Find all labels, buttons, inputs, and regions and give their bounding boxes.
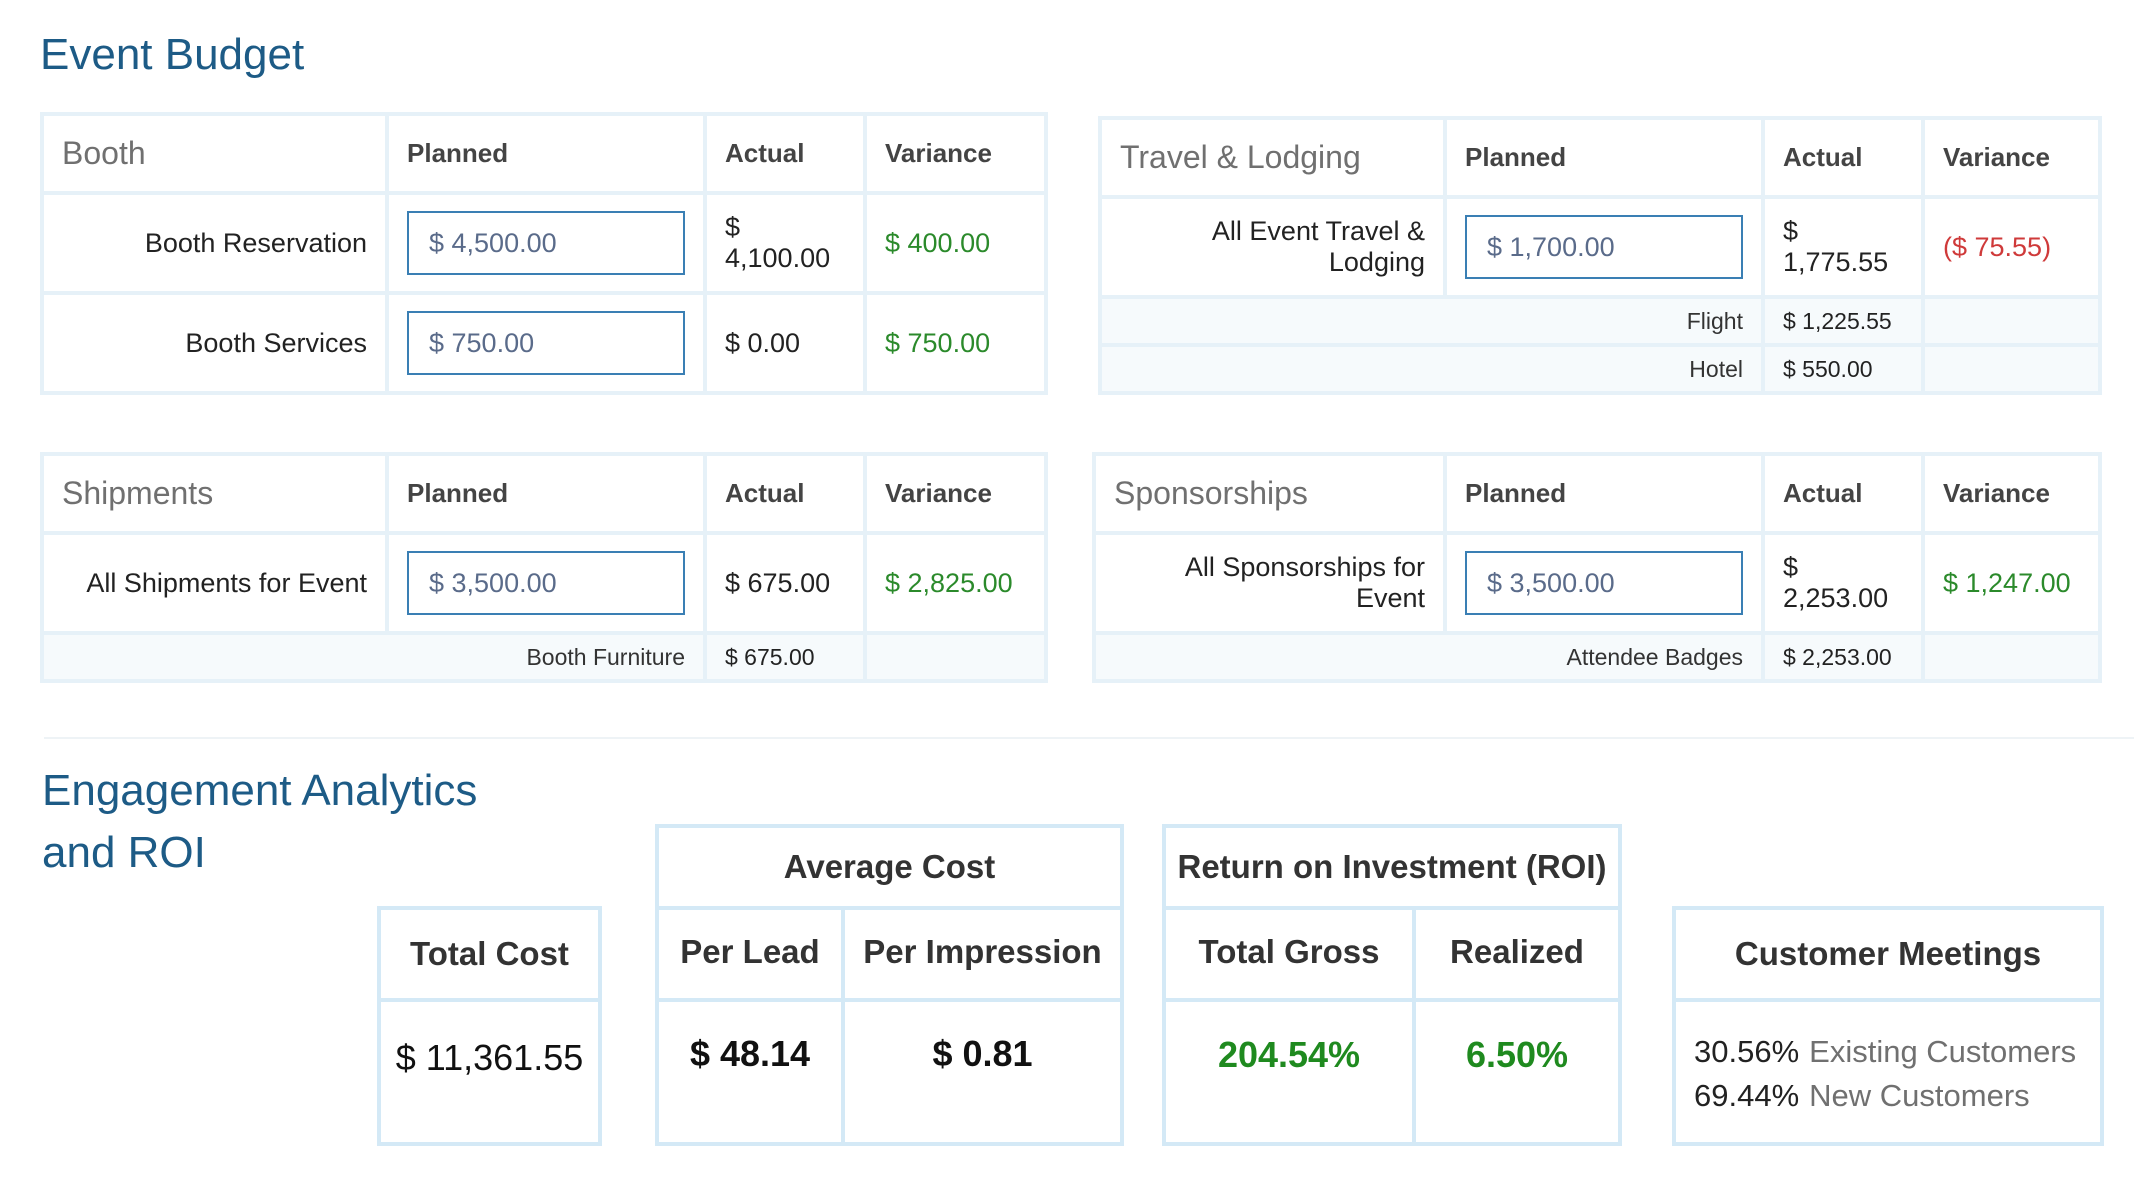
planned-input[interactable]: $ 4,500.00 (407, 211, 685, 275)
variance-value: $ 2,825.00 (863, 531, 1048, 635)
actual-value: $ 675.00 (703, 531, 867, 635)
travel-table: Travel & Lodging Planned Actual Variance… (1098, 116, 2102, 395)
table-row: All Sponsorships for Event $ 3,500.00 $ … (1092, 531, 2102, 635)
row-label: All Event Travel & Lodging (1098, 195, 1447, 299)
total-cost-card: Total Cost $ 11,361.55 (377, 906, 602, 1146)
analytics-title-line2: and ROI (42, 828, 206, 877)
table-row: All Event Travel & Lodging $ 1,700.00 $ … (1098, 195, 2102, 299)
sub-actual-value: $ 550.00 (1761, 343, 1925, 395)
travel-label: Travel & Lodging (1098, 116, 1447, 199)
new-customers-label: New Customers (1809, 1078, 2030, 1113)
actual-value: $ 1,775.55 (1761, 195, 1925, 299)
customer-meetings-label: Customer Meetings (1676, 910, 2100, 1002)
variance-header: Variance (863, 452, 1048, 535)
actual-value: $ 4,100.00 (703, 191, 867, 295)
planned-header: Planned (1443, 116, 1765, 199)
row-label: All Shipments for Event (40, 531, 389, 635)
shipments-label: Shipments (40, 452, 389, 535)
new-customers-line: 69.44% New Customers (1694, 1074, 2100, 1118)
sub-row: Booth Furniture $ 675.00 (40, 631, 1048, 683)
planned-header: Planned (385, 452, 707, 535)
planned-input[interactable]: $ 3,500.00 (407, 551, 685, 615)
event-budget-title: Event Budget (40, 30, 305, 79)
actual-header: Actual (703, 112, 867, 195)
actual-header: Actual (1761, 452, 1925, 535)
actual-value: $ 0.00 (703, 291, 867, 395)
realized-label: Realized (1412, 910, 1618, 998)
sub-actual-value: $ 2,253.00 (1761, 631, 1925, 683)
total-gross-value: 204.54% (1217, 1034, 1361, 1075)
sub-label: Attendee Badges (1092, 631, 1765, 683)
per-lead-label: Per Lead (680, 933, 820, 970)
variance-value: $ 750.00 (863, 291, 1048, 395)
actual-header: Actual (1761, 116, 1925, 199)
sub-row: Hotel $ 550.00 (1098, 343, 2102, 395)
variance-header: Variance (1921, 116, 2102, 199)
realized-value: 6.50% (1412, 1002, 1618, 1146)
analytics-title: Engagement Analytics and ROI (42, 760, 477, 884)
sub-label: Hotel (1098, 343, 1765, 395)
variance-value: $ 400.00 (863, 191, 1048, 295)
per-impression-value: $ 0.81 (841, 1002, 1120, 1146)
sponsorships-label: Sponsorships (1092, 452, 1447, 535)
sub-row: Flight $ 1,225.55 (1098, 295, 2102, 347)
existing-customers-label: Existing Customers (1809, 1034, 2077, 1069)
sub-label: Flight (1098, 295, 1765, 347)
planned-input[interactable]: $ 750.00 (407, 311, 685, 375)
variance-header: Variance (863, 112, 1048, 195)
planned-input[interactable]: $ 3,500.00 (1465, 551, 1743, 615)
section-divider (44, 737, 2134, 739)
roi-label: Return on Investment (ROI) (1166, 828, 1618, 910)
variance-value: ($ 75.55) (1921, 195, 2102, 299)
planned-header: Planned (385, 112, 707, 195)
per-impression-label: Per Impression (841, 910, 1120, 998)
variance-header: Variance (1921, 452, 2102, 535)
average-cost-card: Average Cost Per Lead Per Impression $ 4… (655, 824, 1124, 1146)
existing-customers-pct: 30.56% (1694, 1034, 1800, 1069)
planned-input[interactable]: $ 1,700.00 (1465, 215, 1743, 279)
shipments-table: Shipments Planned Actual Variance All Sh… (40, 452, 1048, 683)
sponsorships-table: Sponsorships Planned Actual Variance All… (1092, 452, 2102, 683)
new-customers-pct: 69.44% (1694, 1078, 1800, 1113)
existing-customers-line: 30.56% Existing Customers (1694, 1030, 2100, 1074)
per-lead-value: $ 48.14 (689, 1033, 811, 1074)
average-cost-label: Average Cost (659, 828, 1120, 910)
table-row: All Shipments for Event $ 3,500.00 $ 675… (40, 531, 1048, 635)
table-row: Booth Services $ 750.00 $ 0.00 $ 750.00 (40, 291, 1048, 395)
sub-label: Booth Furniture (40, 631, 707, 683)
row-label: All Sponsorships for Event (1092, 531, 1447, 635)
sub-actual-value: $ 1,225.55 (1761, 295, 1925, 347)
analytics-title-line1: Engagement Analytics (42, 766, 478, 815)
booth-table: Booth Planned Actual Variance Booth Rese… (40, 112, 1048, 395)
customer-meetings-card: Customer Meetings 30.56% Existing Custome… (1672, 906, 2104, 1146)
variance-value: $ 1,247.00 (1921, 531, 2102, 635)
row-label: Booth Reservation (40, 191, 389, 295)
sub-row: Attendee Badges $ 2,253.00 (1092, 631, 2102, 683)
total-cost-value: $ 11,361.55 (395, 1037, 584, 1078)
sub-actual-value: $ 675.00 (703, 631, 867, 683)
actual-value: $ 2,253.00 (1761, 531, 1925, 635)
table-row: Booth Reservation $ 4,500.00 $ 4,100.00 … (40, 191, 1048, 295)
actual-header: Actual (703, 452, 867, 535)
total-cost-label: Total Cost (381, 910, 598, 1002)
roi-card: Return on Investment (ROI) Total Gross R… (1162, 824, 1622, 1146)
booth-label: Booth (40, 112, 389, 195)
row-label: Booth Services (40, 291, 389, 395)
planned-header: Planned (1443, 452, 1765, 535)
total-gross-label: Total Gross (1198, 933, 1380, 970)
